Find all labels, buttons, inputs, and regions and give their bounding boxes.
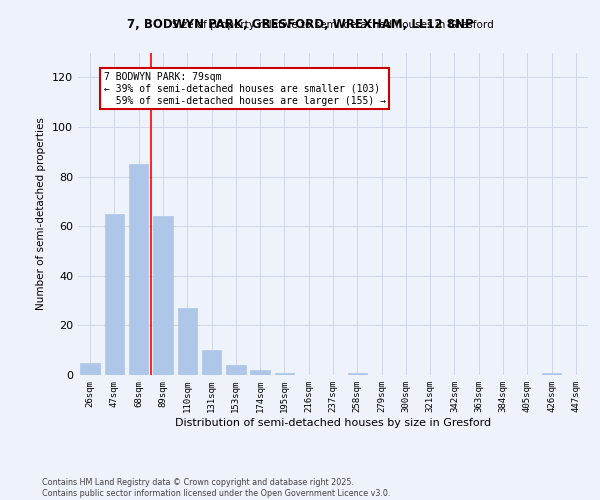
Bar — [129, 164, 148, 375]
Text: Contains HM Land Registry data © Crown copyright and database right 2025.
Contai: Contains HM Land Registry data © Crown c… — [42, 478, 391, 498]
Bar — [202, 350, 221, 375]
Text: 7, BODWYN PARK, GRESFORD, WREXHAM, LL12 8NP: 7, BODWYN PARK, GRESFORD, WREXHAM, LL12 … — [127, 18, 473, 30]
Title: Size of property relative to semi-detached houses in Gresford: Size of property relative to semi-detach… — [172, 20, 494, 30]
Bar — [226, 365, 245, 375]
Bar — [80, 362, 100, 375]
Bar — [153, 216, 173, 375]
Bar — [178, 308, 197, 375]
Bar — [275, 372, 294, 375]
Text: 7 BODWYN PARK: 79sqm
← 39% of semi-detached houses are smaller (103)
  59% of se: 7 BODWYN PARK: 79sqm ← 39% of semi-detac… — [104, 72, 386, 106]
Bar — [347, 372, 367, 375]
Bar — [250, 370, 270, 375]
Y-axis label: Number of semi-detached properties: Number of semi-detached properties — [37, 118, 46, 310]
Bar — [105, 214, 124, 375]
Bar — [542, 372, 561, 375]
X-axis label: Distribution of semi-detached houses by size in Gresford: Distribution of semi-detached houses by … — [175, 418, 491, 428]
